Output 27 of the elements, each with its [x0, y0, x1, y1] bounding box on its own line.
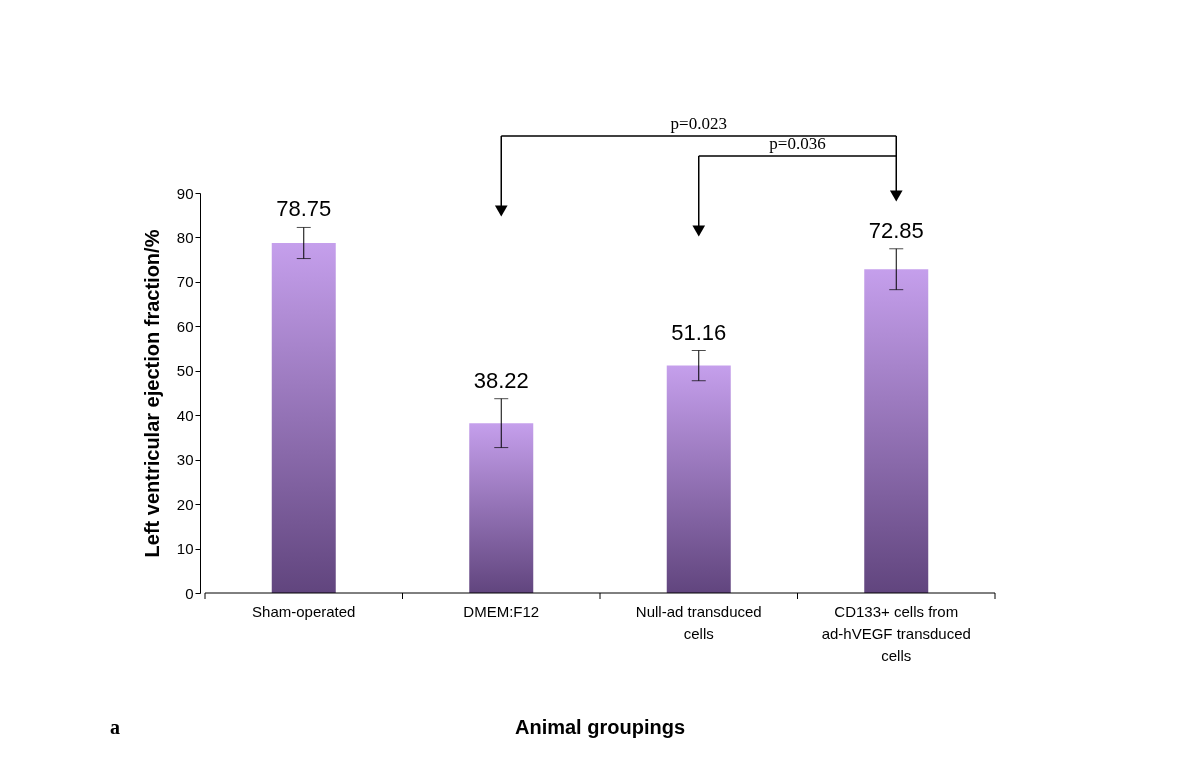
bar	[469, 423, 534, 593]
text: p=0.023	[670, 114, 727, 133]
text: p=0.036	[769, 134, 826, 153]
bar	[864, 269, 929, 593]
x-tick-label: Null-ad transduced cells	[635, 603, 762, 642]
data-label: 51.16	[671, 319, 727, 345]
y-tick-label: 40	[176, 406, 194, 424]
x-tick-label: Sham-operated	[252, 603, 356, 620]
data-label: 38.22	[473, 367, 529, 393]
y-tick-label: 50	[176, 362, 194, 380]
x-axis-title: Animal groupings	[515, 716, 685, 738]
y-tick-label: 30	[176, 451, 194, 469]
y-tick-label: 20	[176, 495, 194, 513]
bar	[666, 365, 731, 593]
y-tick-label: 60	[176, 317, 194, 335]
y-tick-label: 70	[176, 273, 194, 291]
data-label: 78.75	[276, 196, 332, 222]
x-tick-label: DMEM:F12	[463, 603, 540, 620]
y-tick-label: 10	[176, 540, 194, 558]
y-tick-label: 0	[185, 584, 194, 602]
x-tick-label: CD133+ cells from ad-hVEGF transduced cells	[821, 603, 971, 664]
text: a	[110, 716, 120, 738]
data-label: 72.85	[868, 217, 924, 243]
bar	[271, 243, 336, 593]
y-axis-title: Left ventricular ejection fraction/%	[140, 229, 163, 558]
y-tick-label: 90	[176, 184, 194, 202]
y-tick-label: 80	[176, 228, 194, 246]
